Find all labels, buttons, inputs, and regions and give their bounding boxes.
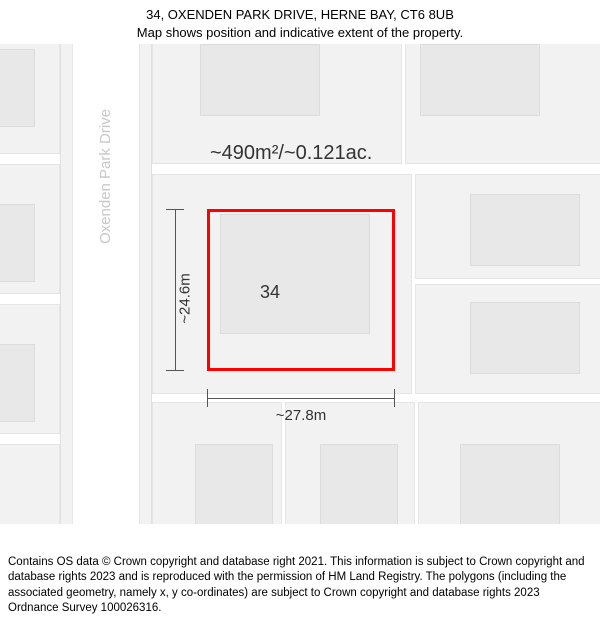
building-footprint <box>320 444 398 524</box>
copyright-footer: Contains OS data © Crown copyright and d… <box>0 549 600 625</box>
house-number-label: 34 <box>260 282 280 303</box>
building-footprint <box>420 44 540 116</box>
height-dimension: ~24.6m <box>166 209 186 371</box>
map-canvas: Oxenden Park Drive 34 ~490m²/~0.121ac. ~… <box>0 44 600 524</box>
property-highlight-box <box>207 209 395 371</box>
width-dimension-label: ~27.8m <box>207 407 395 424</box>
building-footprint <box>0 204 35 282</box>
building-footprint <box>200 44 320 116</box>
building-footprint <box>0 344 35 422</box>
dim-tick <box>394 389 395 407</box>
width-dimension: ~27.8m <box>207 389 395 409</box>
building-footprint <box>0 49 35 127</box>
height-dimension-label: ~24.6m <box>177 273 194 323</box>
address-title: 34, OXENDEN PARK DRIVE, HERNE BAY, CT6 8… <box>10 6 590 24</box>
building-footprint <box>195 444 273 524</box>
building-footprint <box>470 302 580 374</box>
building-footprint <box>470 194 580 266</box>
dim-tick <box>166 370 184 371</box>
area-label: ~490m²/~0.121ac. <box>210 142 372 165</box>
dim-line <box>207 398 395 399</box>
header: 34, OXENDEN PARK DRIVE, HERNE BAY, CT6 8… <box>0 0 600 44</box>
road-name-label: Oxenden Park Drive <box>97 109 114 244</box>
parcel <box>0 444 60 524</box>
subtitle: Map shows position and indicative extent… <box>10 24 590 42</box>
building-footprint <box>460 444 560 524</box>
